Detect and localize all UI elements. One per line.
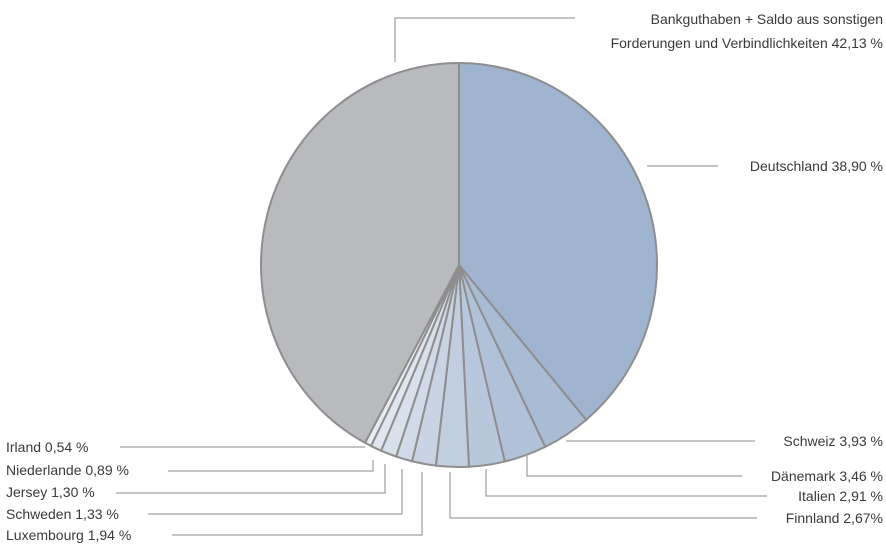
label-schweden: Schweden 1,33 % xyxy=(6,506,119,522)
label-niederlande: Niederlande 0,89 % xyxy=(6,462,129,478)
label-bank-line2: Forderungen und Verbindlichkeiten 42,13 … xyxy=(611,35,883,51)
leader-lines xyxy=(116,17,767,536)
slice-labels: Bankguthaben + Saldo aus sonstigen Forde… xyxy=(6,11,883,543)
pie-slices xyxy=(260,61,659,468)
label-finnland: Finnland 2,67% xyxy=(786,510,883,526)
leader-niederlande xyxy=(168,460,374,472)
pie-slice-deutschland xyxy=(458,61,659,422)
label-deutschland: Deutschland 38,90 % xyxy=(750,158,883,174)
label-luxembourg: Luxembourg 1,94 % xyxy=(6,527,131,543)
leader-luxembourg xyxy=(172,472,423,536)
leader-finnland xyxy=(449,472,757,519)
leader-jersey xyxy=(116,464,386,494)
leader-bank xyxy=(394,17,575,62)
label-daenemark: Dänemark 3,46 % xyxy=(771,468,883,484)
leader-schweden xyxy=(148,469,403,515)
label-italien: Italien 2,91 % xyxy=(798,488,883,504)
label-irland: Irland 0,54 % xyxy=(6,439,89,455)
leader-italien xyxy=(485,469,767,497)
label-jersey: Jersey 1,30 % xyxy=(6,484,95,500)
label-schweiz: Schweiz 3,93 % xyxy=(783,433,883,449)
label-bank-line1: Bankguthaben + Saldo aus sonstigen xyxy=(651,11,883,27)
pie-slice-bank xyxy=(260,61,460,445)
leader-daenemark xyxy=(526,456,742,477)
